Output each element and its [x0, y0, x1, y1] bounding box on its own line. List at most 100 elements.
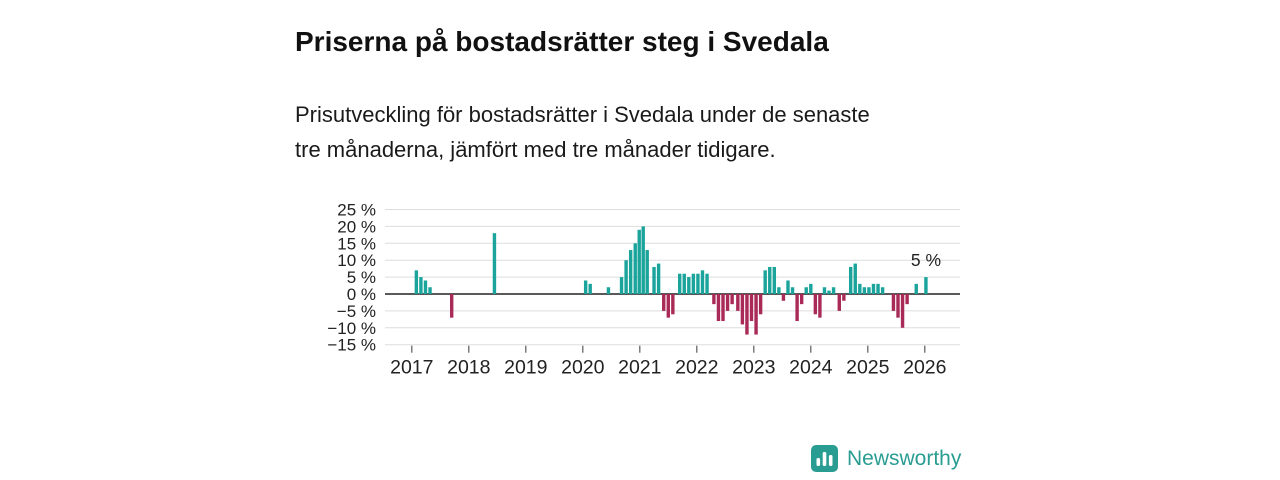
bar	[749, 294, 754, 322]
bar	[799, 294, 804, 305]
newsworthy-brand-link[interactable]: Newsworthy	[811, 445, 961, 472]
bar	[768, 266, 772, 294]
last-value-annotation: 5 %	[911, 250, 941, 270]
gridlines	[385, 209, 960, 346]
bar	[583, 280, 588, 294]
bar	[876, 283, 880, 294]
bar	[772, 266, 777, 294]
x-tick-label: 2022	[675, 357, 718, 379]
bar	[790, 287, 795, 294]
bar	[666, 294, 670, 318]
x-axis: 2017 2018 2019 2020 2021 2022 2023 2024 2025 2026	[390, 345, 946, 379]
bar	[896, 294, 900, 318]
y-tick-label: 5 %	[347, 268, 376, 287]
y-tick-label: 25 %	[337, 200, 376, 219]
x-tick-label: 2017	[390, 357, 433, 379]
bar	[671, 294, 675, 315]
bar	[818, 294, 822, 318]
bar	[924, 277, 928, 294]
bar	[813, 294, 818, 315]
bar	[754, 294, 758, 335]
bar	[786, 280, 790, 294]
bar	[905, 294, 909, 305]
bar	[606, 287, 611, 294]
x-tick-label: 2020	[561, 357, 605, 379]
price-bar-chart-svg: 25 %20 %15 %10 %5 %0 %−5 %−10 %−15 %2017…	[327, 200, 960, 379]
y-tick-label: −15 %	[327, 336, 376, 355]
bar	[705, 273, 709, 294]
bar	[809, 283, 813, 294]
bar	[871, 283, 876, 294]
newsworthy-logo-icon	[811, 445, 838, 472]
bar	[682, 273, 686, 294]
bar	[853, 263, 857, 294]
bars	[414, 226, 928, 335]
bar	[891, 294, 896, 311]
y-tick-label: 10 %	[337, 251, 376, 270]
bar	[700, 270, 705, 294]
bar	[691, 273, 696, 294]
bar	[848, 266, 853, 294]
y-tick-label: −5 %	[337, 302, 376, 321]
page-title: Priserna på bostadsrätter steg i Svedala	[295, 25, 829, 57]
bar	[628, 250, 633, 294]
bar	[758, 294, 763, 315]
bar	[652, 266, 656, 294]
bar	[842, 294, 846, 301]
bar	[914, 283, 918, 294]
x-tick-label: 2024	[789, 357, 833, 379]
bar	[662, 294, 666, 311]
bar	[619, 277, 624, 294]
bar	[449, 294, 454, 318]
bar	[900, 294, 905, 328]
y-tick-label: 0 %	[347, 285, 376, 304]
bar	[624, 260, 628, 294]
bar	[645, 250, 649, 294]
bar	[633, 243, 637, 294]
bar	[867, 287, 871, 294]
bar	[588, 283, 592, 294]
bar	[428, 287, 432, 294]
chart-subtitle: Prisutveckling för bostadsrätter i Sveda…	[295, 102, 870, 162]
bar	[716, 294, 721, 322]
y-axis-labels: 25 %20 %15 %10 %5 %0 %−5 %−10 %−15 %	[327, 200, 376, 354]
bar	[837, 294, 841, 311]
bar	[822, 287, 827, 294]
bar	[795, 294, 799, 322]
newsworthy-wordmark: Newsworthy	[847, 446, 962, 470]
bar	[880, 287, 885, 294]
bar	[804, 287, 808, 294]
bar	[862, 287, 867, 294]
bar	[414, 270, 419, 294]
bar	[763, 270, 767, 294]
bar	[725, 294, 730, 311]
bar	[492, 233, 497, 294]
y-tick-label: 20 %	[337, 217, 376, 236]
x-tick-label: 2023	[732, 357, 775, 379]
bar	[740, 294, 745, 325]
x-tick-label: 2019	[504, 357, 547, 379]
bar	[781, 294, 786, 301]
price-development-chart: 25 % 20 % 15 % 10 % 5 % 0 % −5 % −10 % −15 % 2017…	[310, 200, 970, 390]
x-tick-label: 2018	[447, 357, 490, 379]
bar	[677, 273, 682, 294]
bar	[777, 287, 781, 294]
y-tick-label: 15 %	[337, 234, 376, 253]
bar	[423, 280, 428, 294]
x-tick-label: 2026	[903, 357, 946, 379]
bar	[656, 263, 661, 294]
bar	[730, 294, 734, 305]
y-tick-label: −10 %	[327, 319, 376, 338]
bar	[419, 277, 423, 294]
bar	[721, 294, 725, 322]
x-tick-label: 2021	[618, 357, 661, 379]
bar	[712, 294, 716, 305]
x-tick-label: 2025	[846, 357, 890, 379]
bar	[687, 277, 691, 294]
bar	[637, 229, 641, 294]
bar	[745, 294, 749, 335]
bar	[736, 294, 740, 311]
bar	[831, 287, 836, 294]
bar	[858, 283, 862, 294]
